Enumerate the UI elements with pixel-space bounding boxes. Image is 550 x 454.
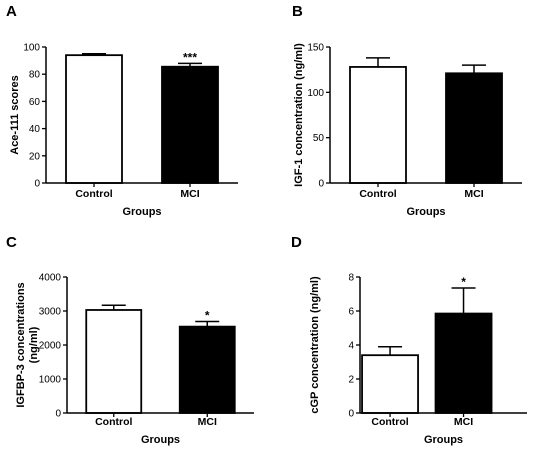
significance-mark: *** bbox=[183, 50, 197, 64]
y-tick-label: 6 bbox=[348, 307, 354, 318]
y-tick-label: 60 bbox=[29, 97, 41, 108]
panel-c: C Control * MCI 0 1000 2000 3000 4000 Groups IGFBP… bbox=[6, 234, 254, 446]
y-axis-title: Ace-111 scores bbox=[9, 75, 21, 155]
bar-control bbox=[361, 354, 419, 414]
panel-b: B Control MCI 0 50 100 150 Groups IGF-1 concentr… bbox=[292, 3, 522, 218]
x-axis-title: Groups bbox=[122, 206, 161, 218]
x-axis-title: Groups bbox=[406, 206, 445, 218]
significance-mark: * bbox=[461, 275, 466, 289]
y-tick-label: 2000 bbox=[39, 341, 62, 352]
y-axis-title: IGF-1 concentration (ng/ml) bbox=[293, 43, 305, 187]
category-label: MCI bbox=[180, 188, 199, 200]
bar-control bbox=[349, 66, 407, 184]
y-tick-label: 100 bbox=[23, 43, 40, 54]
y-tick-label: 20 bbox=[29, 151, 41, 162]
y-tick-label: 0 bbox=[348, 409, 354, 420]
panel-letter: C bbox=[6, 234, 17, 251]
panel-letter: B bbox=[292, 3, 303, 20]
category-label: Control bbox=[95, 416, 132, 428]
category-label: MCI bbox=[198, 416, 217, 428]
panel-a: A Control *** MCI 0 20 40 60 80 100 Groups Ace-111 … bbox=[6, 3, 238, 218]
bar-control bbox=[85, 309, 143, 414]
x-axis-title: Groups bbox=[424, 434, 463, 446]
y-tick-label: 1000 bbox=[39, 375, 62, 386]
y-tick-label: 0 bbox=[34, 179, 40, 190]
category-label: Control bbox=[75, 188, 112, 200]
bar-mci bbox=[161, 65, 219, 184]
y-tick-label: 2 bbox=[348, 375, 354, 386]
y-tick-label: 40 bbox=[29, 124, 41, 135]
bar-mci bbox=[445, 72, 503, 184]
panel-letter: A bbox=[6, 3, 17, 20]
y-tick-label: 0 bbox=[318, 179, 324, 190]
bar-mci bbox=[434, 312, 493, 414]
y-tick-label: 100 bbox=[307, 88, 324, 99]
category-label: Control bbox=[371, 416, 408, 428]
y-axis-title: IGFBP-3 concentrations(ng/ml) bbox=[15, 282, 40, 407]
bar-control bbox=[65, 54, 123, 184]
category-label: Control bbox=[359, 188, 396, 200]
panel-d: D Control * MCI 0 2 4 6 8 Groups cGP concentration… bbox=[291, 234, 527, 446]
panel-letter: D bbox=[291, 234, 302, 251]
y-tick-label: 4000 bbox=[39, 273, 62, 284]
category-label: MCI bbox=[454, 416, 473, 428]
bar-mci bbox=[178, 325, 236, 414]
y-tick-label: 80 bbox=[29, 70, 41, 81]
x-axis-title: Groups bbox=[141, 434, 180, 446]
significance-mark: * bbox=[205, 309, 210, 323]
y-tick-label: 150 bbox=[307, 43, 324, 54]
y-tick-label: 50 bbox=[313, 133, 325, 144]
category-label: MCI bbox=[464, 188, 483, 200]
y-axis-title: cGP concentration (ng/ml) bbox=[309, 276, 321, 414]
y-tick-label: 3000 bbox=[39, 307, 62, 318]
y-tick-label: 0 bbox=[55, 409, 61, 420]
y-tick-label: 4 bbox=[348, 341, 354, 352]
y-tick-label: 8 bbox=[348, 273, 354, 284]
